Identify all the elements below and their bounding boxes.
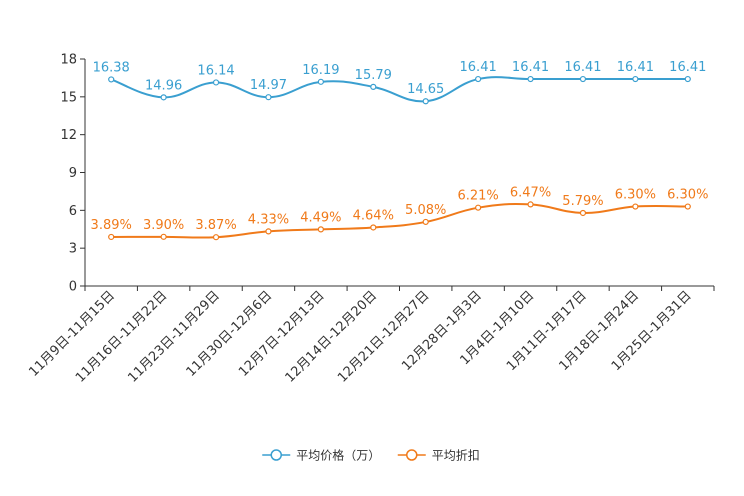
- legend[interactable]: 平均价格（万） 平均折扣: [262, 448, 480, 463]
- data-point[interactable]: [265, 94, 272, 101]
- data-label: 15.79: [355, 68, 392, 83]
- data-label: 5.08%: [405, 203, 446, 218]
- data-label: 14.96: [145, 78, 182, 93]
- series-2: 3.89% 3.90% 3.87% 4.33% 4.49% 4.64% 5.08% 6.21%…: [91, 185, 708, 241]
- data-label: 3.90%: [143, 218, 184, 233]
- data-point[interactable]: [475, 204, 482, 211]
- data-label: 16.19: [302, 63, 339, 78]
- data-point[interactable]: [212, 234, 220, 241]
- legend-label: 平均价格（万）: [296, 448, 380, 463]
- data-point[interactable]: [370, 224, 377, 231]
- data-label: 16.41: [460, 60, 497, 75]
- data-point[interactable]: [265, 228, 272, 235]
- data-label: 6.30%: [667, 188, 708, 203]
- y-tick-label: 12: [60, 128, 77, 143]
- data-point[interactable]: [108, 233, 115, 241]
- data-label: 6.21%: [457, 189, 498, 204]
- data-point[interactable]: [632, 203, 639, 210]
- data-label: 14.65: [407, 82, 444, 97]
- legend-item-1[interactable]: 平均价格（万）: [262, 448, 380, 463]
- data-point[interactable]: [475, 75, 482, 83]
- x-tick-label: 12月14日-12月20日: [283, 288, 380, 385]
- data-point[interactable]: [422, 98, 429, 105]
- data-label: 4.33%: [248, 212, 289, 227]
- data-point[interactable]: [212, 79, 220, 86]
- series-line: [110, 76, 688, 103]
- y-tick-label: 0: [69, 280, 77, 295]
- series-layer: 16.38 14.96 16.14 14.97 16.19 15.79 14.65 16.41…: [91, 60, 708, 241]
- data-point[interactable]: [317, 78, 324, 85]
- x-tick-label: 11月23日-11月29日: [125, 288, 222, 385]
- data-point[interactable]: [579, 75, 587, 83]
- data-label: 16.14: [197, 63, 234, 78]
- data-point[interactable]: [527, 201, 534, 208]
- data-label: 5.79%: [562, 194, 603, 209]
- data-point[interactable]: [632, 75, 639, 83]
- x-tick-label: 11月9日-11月15日: [26, 288, 118, 380]
- data-point[interactable]: [422, 218, 429, 226]
- legend-marker-icon: [270, 449, 282, 461]
- data-point[interactable]: [579, 209, 587, 217]
- data-label: 3.89%: [91, 218, 132, 233]
- series-1: 16.38 14.96 16.14 14.97 16.19 15.79 14.65 16.41…: [93, 60, 706, 105]
- data-label: 4.64%: [353, 208, 394, 223]
- y-tick-label: 3: [69, 242, 77, 257]
- data-label: 16.41: [512, 60, 549, 75]
- data-label: 16.38: [93, 60, 130, 75]
- data-point[interactable]: [527, 75, 534, 83]
- x-tick-label: 12月21日-12月27日: [335, 288, 432, 385]
- data-label: 4.49%: [300, 210, 341, 225]
- data-label: 14.97: [250, 78, 287, 93]
- data-label: 16.41: [617, 60, 654, 75]
- y-tick-label: 18: [60, 53, 77, 68]
- legend-label: 平均折扣: [432, 448, 480, 463]
- y-tick-label: 15: [60, 90, 77, 105]
- y-tick-label: 9: [69, 166, 77, 181]
- data-label: 6.47%: [510, 185, 551, 200]
- series-line: [111, 202, 688, 239]
- data-point[interactable]: [108, 76, 115, 83]
- data-point[interactable]: [684, 75, 691, 83]
- data-point[interactable]: [684, 203, 691, 210]
- data-point[interactable]: [160, 94, 167, 101]
- data-point[interactable]: [370, 83, 377, 90]
- data-point[interactable]: [160, 233, 167, 240]
- data-label: 16.41: [564, 60, 601, 75]
- data-label: 3.87%: [195, 218, 236, 233]
- x-tick-label: 11月16日-11月22日: [73, 288, 170, 385]
- data-point[interactable]: [317, 226, 324, 233]
- legend-item-2[interactable]: 平均折扣: [397, 448, 480, 463]
- data-label: 6.30%: [615, 188, 656, 203]
- data-label: 16.41: [669, 60, 706, 75]
- y-tick-label: 6: [69, 204, 77, 219]
- legend-marker-icon: [406, 449, 418, 461]
